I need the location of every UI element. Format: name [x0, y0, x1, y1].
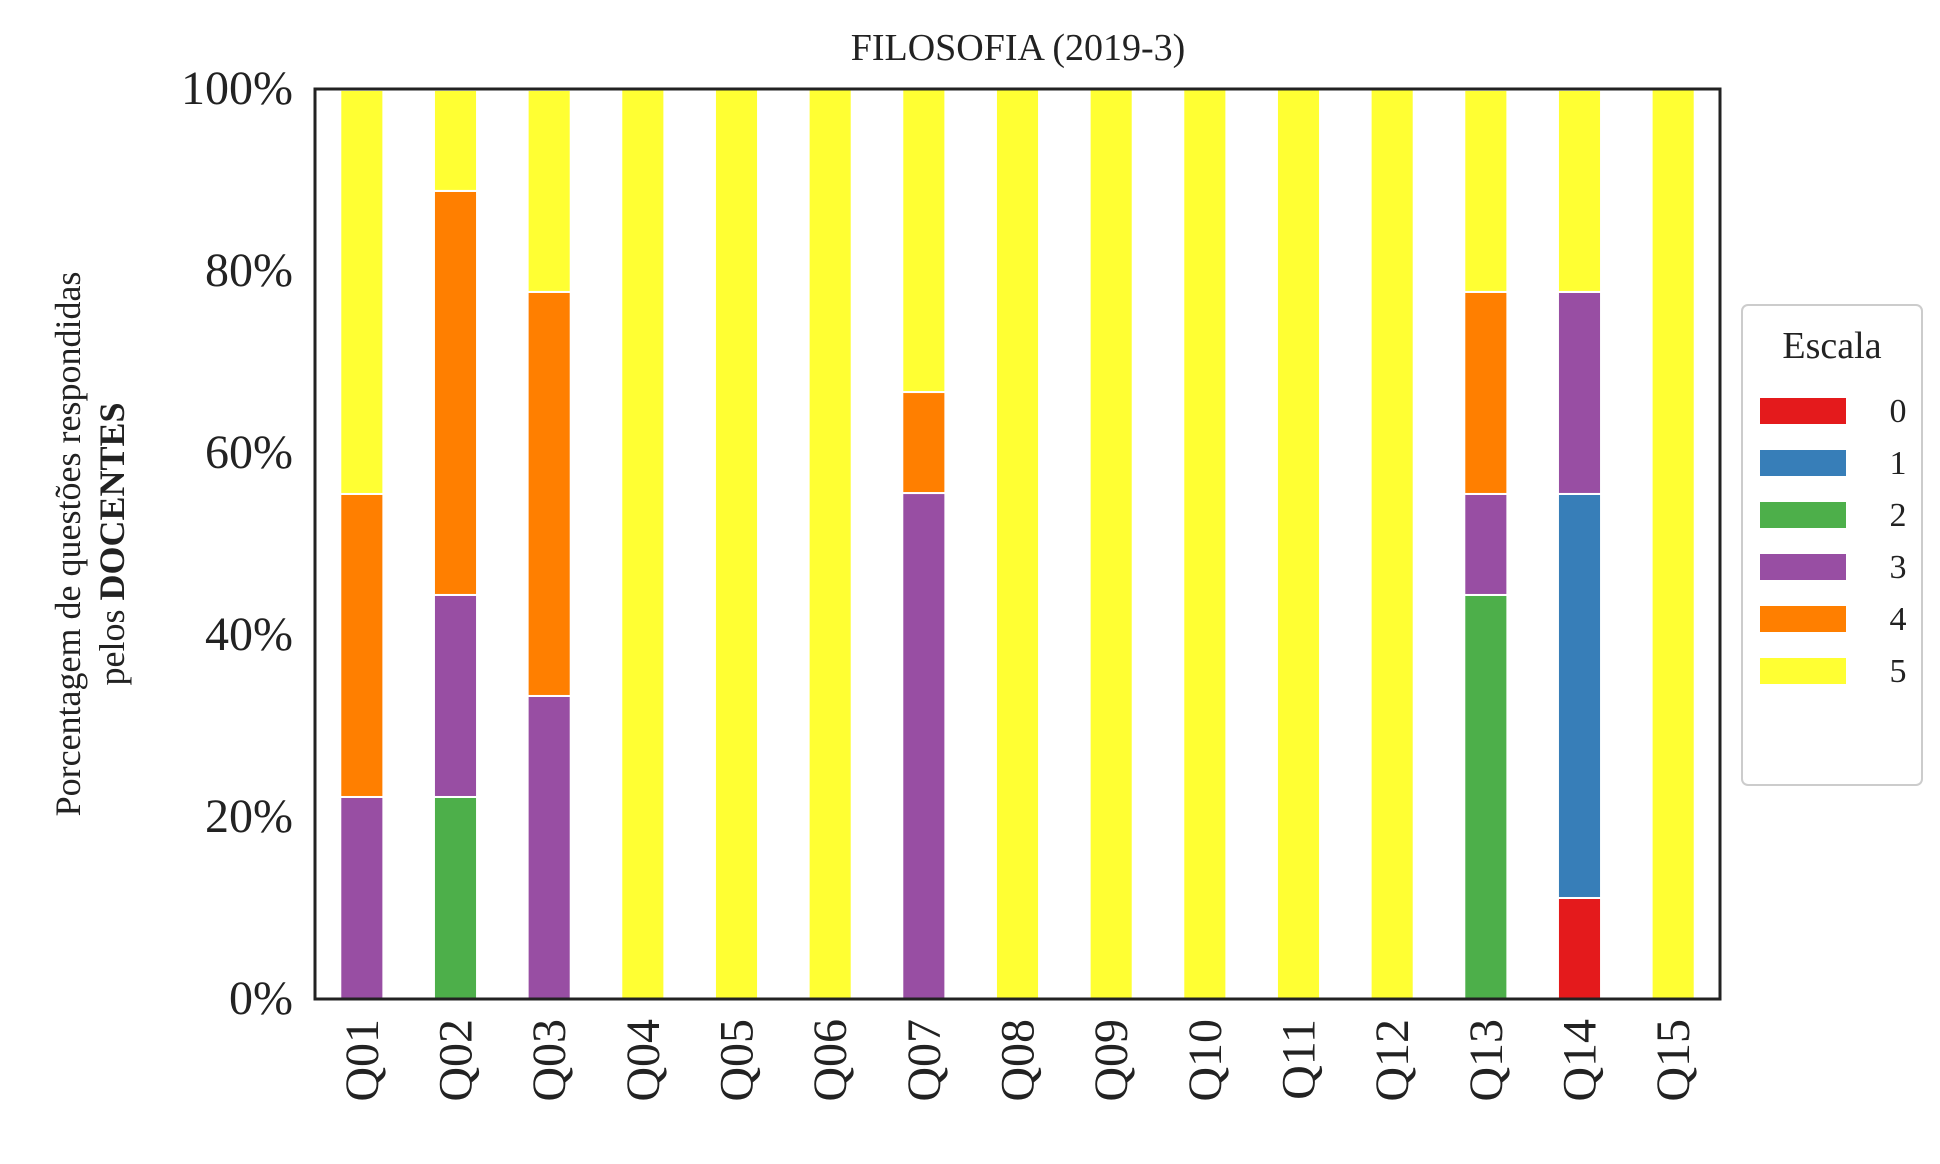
x-tick-label-q15: Q15	[1647, 1019, 1700, 1102]
legend-swatch-1	[1760, 450, 1846, 476]
legend-label-0: 0	[1890, 393, 1907, 430]
x-tick-label-q01: Q01	[336, 1019, 389, 1102]
y-tick-label: 40%	[205, 608, 293, 661]
bar-segment-q03-scale-4	[526, 290, 572, 697]
y-axis-label-line1: Porcentagem de questões respondidas	[48, 272, 88, 817]
x-tick-label-q12: Q12	[1366, 1019, 1419, 1102]
bar-segment-q03-scale-5	[526, 88, 572, 293]
legend-swatch-3	[1760, 554, 1846, 580]
legend-label-1: 1	[1890, 445, 1907, 482]
bar-segment-q01-scale-5	[339, 88, 385, 495]
legend-swatch-0	[1760, 398, 1846, 424]
bar-segment-q13-scale-4	[1463, 290, 1509, 495]
bar-segment-q05-scale-5	[713, 88, 760, 1000]
y-axis-ticks: 0% 20% 40% 60% 80% 100%	[181, 62, 293, 1025]
bar-segment-q14-scale-5	[1556, 88, 1603, 293]
legend-items: 0 1 2 3 4 5	[1760, 393, 1907, 690]
x-axis-ticks: Q01 Q02 Q03 Q04 Q05 Q06 Q07 Q08 Q09 Q10 Q11 Q12 Q13 Q…	[336, 1019, 1700, 1102]
y-tick-label: 0%	[229, 972, 293, 1025]
bar-segment-q13-scale-3	[1463, 492, 1509, 596]
legend-swatch-4	[1760, 606, 1846, 632]
x-tick-label-q14: Q14	[1554, 1019, 1607, 1102]
bar-segment-q07-scale-4	[901, 391, 947, 495]
chart-title: FILOSOFIA (2019-3)	[851, 27, 1186, 69]
legend-label-5: 5	[1890, 653, 1907, 690]
x-tick-label-q10: Q10	[1179, 1019, 1232, 1102]
bar-segment-q13-scale-5	[1463, 88, 1509, 293]
bar-segment-q06-scale-5	[807, 88, 853, 1000]
bar-segment-q02-scale-4	[432, 189, 479, 596]
bar-segment-q07-scale-3	[901, 492, 947, 1000]
bar-segment-q01-scale-3	[339, 795, 385, 1000]
plot-frame	[313, 87, 1722, 1001]
x-tick-label-q07: Q07	[898, 1019, 951, 1102]
x-tick-label-q13: Q13	[1460, 1019, 1513, 1102]
x-tick-label-q02: Q02	[430, 1019, 483, 1102]
bar-segment-q07-scale-5	[901, 88, 947, 394]
legend-label-4: 4	[1890, 601, 1907, 638]
bar-segment-q04-scale-5	[620, 88, 666, 1000]
bar-segment-q15-scale-5	[1650, 88, 1696, 1000]
y-axis-label-bold: DOCENTES	[92, 402, 132, 600]
x-tick-label-q03: Q03	[523, 1019, 576, 1102]
x-tick-label-q04: Q04	[617, 1019, 670, 1102]
bar-segment-q10-scale-5	[1182, 88, 1228, 1000]
legend: Escala 0 1 2 3 4 5	[1741, 304, 1923, 786]
y-tick-label: 60%	[205, 426, 293, 479]
legend-title: Escala	[1782, 325, 1881, 367]
legend-label-3: 3	[1890, 549, 1907, 586]
bar-segment-q14-scale-3	[1556, 290, 1603, 495]
y-tick-label: 20%	[205, 790, 293, 843]
legend-swatch-5	[1760, 658, 1846, 684]
legend-swatch-2	[1760, 502, 1846, 528]
bars-layer	[339, 88, 1696, 1001]
x-tick-label-q05: Q05	[711, 1019, 764, 1102]
bar-segment-q02-scale-5	[432, 88, 479, 192]
bar-segment-q03-scale-3	[526, 694, 572, 1000]
bar-segment-q14-scale-1	[1556, 492, 1603, 899]
bar-segment-q11-scale-5	[1275, 88, 1322, 1000]
bar-segment-q08-scale-5	[994, 88, 1041, 1000]
bar-segment-q02-scale-3	[432, 593, 479, 798]
y-tick-label: 80%	[205, 244, 293, 297]
y-axis-label-prefix: pelos	[92, 601, 132, 686]
y-tick-label: 100%	[181, 62, 293, 115]
x-tick-label-q09: Q09	[1085, 1019, 1138, 1102]
y-axis-label: Porcentagem de questões respondidas pelo…	[48, 272, 132, 817]
y-axis-label-line2: pelos DOCENTES	[92, 402, 132, 685]
bar-segment-q01-scale-4	[339, 492, 385, 798]
bar-segment-q12-scale-5	[1369, 88, 1415, 1000]
x-tick-label-q06: Q06	[804, 1019, 857, 1102]
bar-segment-q09-scale-5	[1088, 88, 1134, 1000]
x-tick-label-q08: Q08	[992, 1019, 1045, 1102]
bar-segment-q02-scale-2	[432, 795, 479, 1000]
bar-segment-q13-scale-2	[1463, 593, 1509, 1001]
x-tick-label-q11: Q11	[1273, 1019, 1326, 1100]
legend-frame	[1741, 304, 1923, 786]
bar-segment-q14-scale-0	[1556, 896, 1603, 1000]
legend-label-2: 2	[1890, 497, 1907, 534]
